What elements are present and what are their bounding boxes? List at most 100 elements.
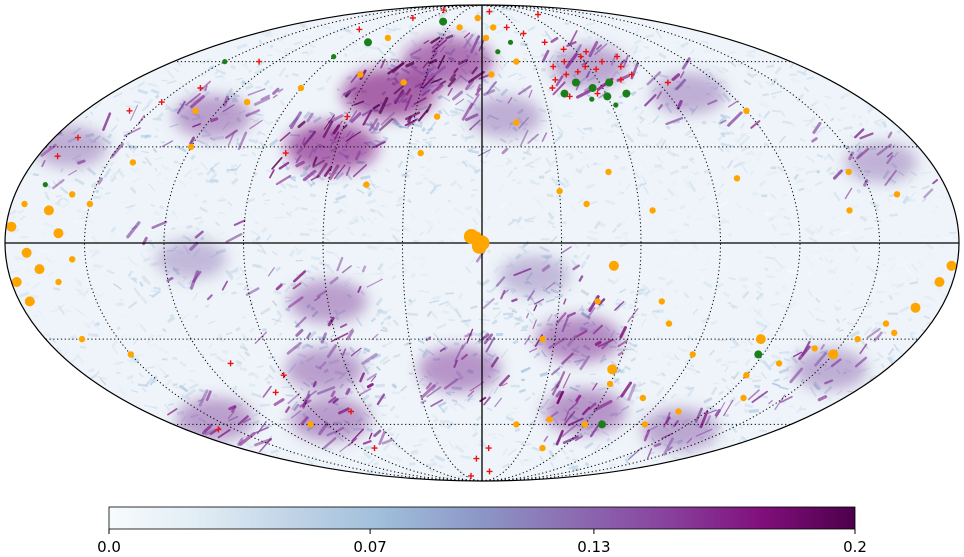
red-plus-marker — [158, 99, 165, 106]
orange-source-marker — [811, 345, 818, 352]
enhanced-region — [845, 142, 917, 183]
meridian-line — [481, 5, 562, 481]
source-markers — [6, 7, 957, 479]
red-plus-marker — [282, 150, 289, 157]
orange-source-marker — [24, 296, 35, 307]
green-source-marker — [364, 38, 372, 47]
orange-source-marker — [743, 372, 750, 379]
colorbar-tick-label: 0.0 — [97, 538, 121, 556]
enhanced-region — [156, 239, 227, 279]
red-plus-marker — [197, 85, 204, 91]
red-plus-marker — [468, 472, 474, 479]
orange-source-marker — [658, 298, 665, 305]
orange-source-marker — [641, 421, 649, 428]
red-plus-marker — [348, 408, 354, 415]
orange-source-marker — [357, 71, 364, 78]
colorbar-tick-label: 0.13 — [577, 538, 610, 556]
orange-source-marker — [471, 238, 487, 254]
orange-source-marker — [675, 408, 682, 415]
red-plus-marker — [549, 85, 556, 91]
orange-source-marker — [910, 302, 921, 313]
red-plus-marker — [486, 468, 493, 475]
red-plus-marker — [550, 63, 557, 70]
orange-source-marker — [69, 256, 76, 263]
meridian-line — [402, 5, 483, 481]
red-plus-marker — [280, 372, 287, 379]
orange-source-marker — [6, 221, 17, 232]
green-source-marker — [598, 420, 606, 429]
orange-source-marker — [513, 421, 520, 428]
orange-source-marker — [854, 335, 861, 343]
green-source-marker — [603, 92, 612, 101]
orange-source-marker — [53, 228, 64, 239]
enhanced-region — [418, 346, 501, 392]
green-source-marker — [42, 182, 48, 188]
red-plus-marker — [594, 90, 601, 97]
enhanced-region — [288, 279, 367, 323]
orange-source-marker — [11, 277, 22, 287]
orange-source-marker — [649, 207, 656, 214]
red-plus-marker — [256, 58, 263, 65]
red-plus-marker — [614, 53, 621, 60]
orange-source-marker — [78, 335, 86, 343]
orange-source-marker — [546, 416, 553, 423]
colorbar-tick-label: 0.07 — [353, 538, 386, 556]
red-plus-marker — [486, 8, 493, 15]
green-source-marker — [507, 39, 514, 45]
orange-source-marker — [755, 334, 766, 345]
red-plus-marker — [599, 58, 605, 65]
orange-source-marker — [740, 394, 747, 402]
enhanced-regions — [32, 37, 917, 451]
orange-source-marker — [608, 260, 619, 271]
meridian-line — [481, 5, 801, 481]
orange-source-marker — [606, 380, 614, 388]
green-source-marker — [622, 89, 631, 98]
orange-source-marker — [539, 444, 546, 452]
red-plus-marker — [503, 24, 510, 31]
orange-source-marker — [471, 231, 482, 242]
orange-source-marker — [665, 320, 673, 327]
green-source-marker — [589, 96, 595, 102]
red-plus-marker — [485, 445, 492, 452]
green-source-marker — [613, 102, 619, 108]
orange-source-marker — [433, 113, 441, 120]
red-plus-marker — [574, 68, 581, 75]
orange-source-marker — [689, 351, 696, 358]
red-plus-marker — [563, 71, 570, 78]
enhanced-region — [285, 347, 364, 391]
meridian-line — [242, 5, 483, 481]
enhanced-region — [499, 256, 570, 296]
red-plus-marker — [126, 107, 133, 114]
red-plus-marker — [440, 7, 447, 14]
green-source-marker — [439, 17, 448, 26]
orange-source-marker — [400, 79, 407, 86]
orange-source-marker — [21, 247, 32, 258]
green-source-marker — [754, 350, 763, 359]
orange-source-marker — [129, 159, 137, 166]
orange-source-marker — [934, 277, 945, 287]
orange-source-marker — [384, 34, 392, 42]
red-plus-marker — [628, 71, 635, 78]
orange-source-marker — [828, 349, 839, 360]
colorbar-gradient — [108, 506, 856, 530]
enhanced-region — [467, 96, 542, 138]
orange-source-marker — [482, 34, 490, 42]
red-plus-marker — [473, 455, 480, 462]
orange-source-marker — [86, 200, 94, 208]
red-plus-marker — [272, 389, 279, 396]
orange-source-marker — [43, 205, 54, 216]
orange-source-marker — [34, 264, 45, 275]
red-plus-marker — [593, 66, 600, 73]
orange-source-marker — [743, 107, 750, 115]
green-source-marker — [571, 78, 580, 87]
green-source-marker — [331, 54, 337, 60]
orange-source-marker — [21, 200, 28, 208]
colorbar-tick-label: 0.2 — [843, 538, 867, 556]
orange-source-marker — [946, 260, 957, 271]
red-plus-marker — [566, 93, 573, 100]
red-plus-marker — [371, 445, 378, 452]
orange-source-marker — [417, 149, 424, 157]
orange-source-marker — [639, 394, 647, 402]
orange-source-marker — [891, 329, 898, 337]
